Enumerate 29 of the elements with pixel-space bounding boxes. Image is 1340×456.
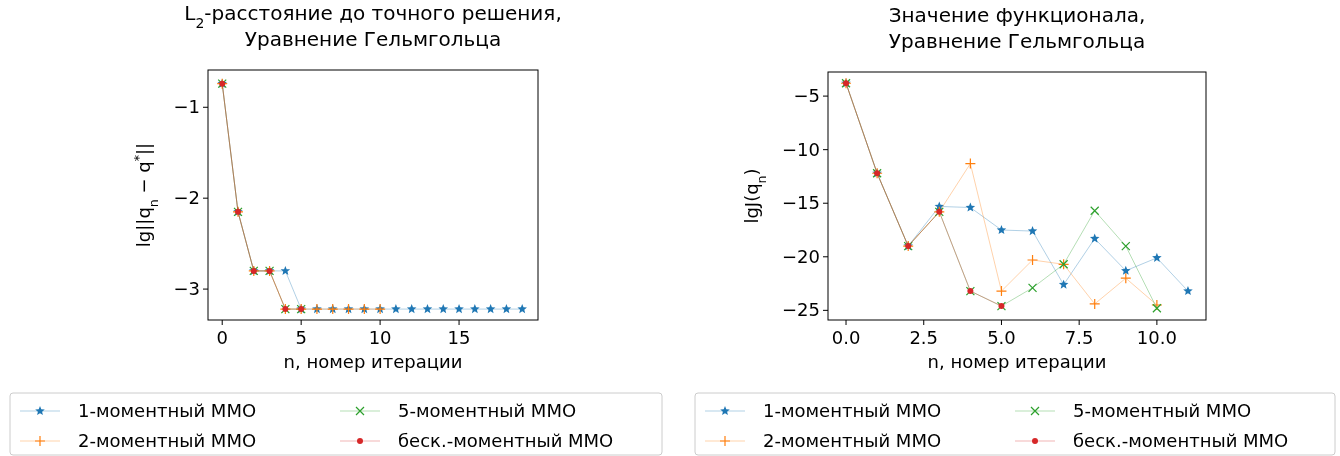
y-tick-label: −2 (173, 187, 200, 209)
x-tick-label: 0 (216, 327, 228, 348)
x-tick-label: 0.0 (831, 327, 861, 348)
y-tick-label: −20 (782, 245, 820, 267)
legend-label: 5-моментный ММО (1073, 400, 1252, 421)
y-tick-label: −25 (782, 299, 820, 321)
legend-label: 5-моментный ММО (398, 400, 577, 421)
x-tick-label: 10.0 (1136, 327, 1177, 348)
x-tick-label: 10 (368, 327, 392, 348)
x-axis-title: n, номер итерации (283, 351, 463, 372)
legend-label: 2-моментный ММО (763, 430, 942, 451)
legend-label: 1-моментный ММО (78, 400, 257, 421)
x-tick-label: 15 (447, 327, 471, 348)
legend-label: 1-моментный ММО (763, 400, 942, 421)
chart-title: L$_{2}$-расстояние до точного решения, Уравнение Гельмгольца (184, 1, 562, 51)
y-tick-label: −15 (782, 192, 820, 214)
x-tick-label: 7.5 (1064, 327, 1094, 348)
y-tick-label: −3 (173, 278, 200, 300)
x-tick-label: 5.0 (987, 327, 1016, 348)
y-tick-label: −5 (793, 85, 820, 107)
legend-label: 2-моментный ММО (78, 430, 257, 451)
chart-title: Значение функционала, Уравнение Гельмгольца (888, 3, 1146, 53)
legend-label: беск.-моментный ММО (398, 430, 614, 451)
y-tick-label: −10 (782, 138, 820, 160)
x-axis-title: n, номер итерации (927, 351, 1107, 372)
y-tick-label: −1 (173, 96, 200, 118)
x-tick-label: 5 (295, 327, 307, 348)
legend-label: беск.-моментный ММО (1073, 430, 1289, 451)
x-tick-label: 2.5 (909, 327, 939, 348)
